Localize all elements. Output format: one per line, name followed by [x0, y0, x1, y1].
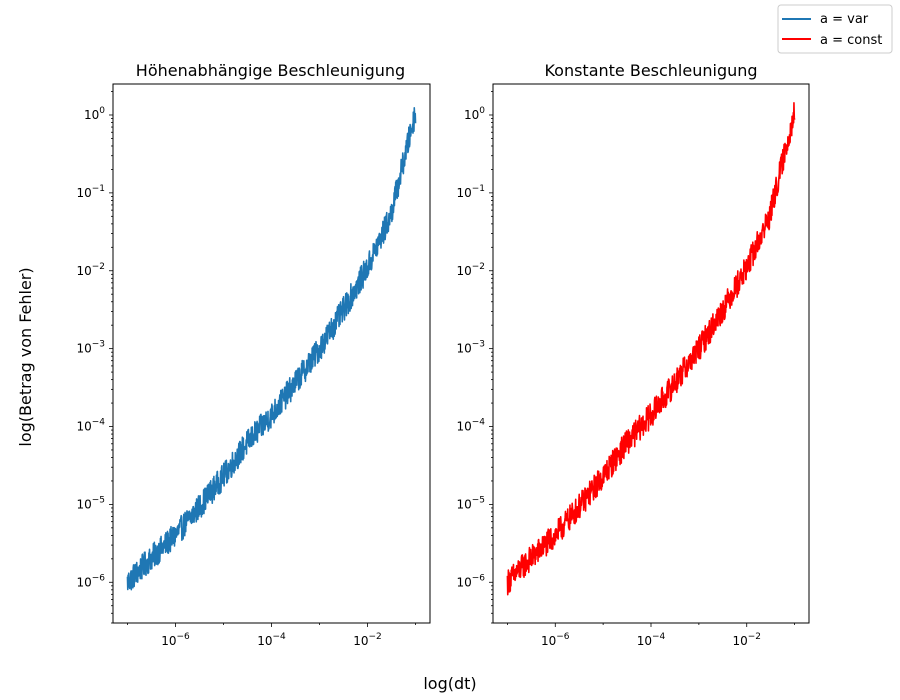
subplot-title: Konstante Beschleunigung — [544, 61, 757, 80]
series-line-a-var — [126, 106, 417, 591]
y-tick-label: 10−2 — [456, 262, 485, 278]
y-tick-label: 10−1 — [76, 184, 105, 200]
legend: a = var a = const — [777, 4, 893, 54]
y-tick-label: 100 — [464, 106, 485, 122]
x-tick-label: 10−6 — [541, 632, 570, 648]
y-tick-label: 10−4 — [456, 418, 485, 434]
subplot-title: Höhenabhängige Beschleunigung — [136, 61, 405, 80]
y-tick-label: 10−3 — [456, 340, 485, 356]
y-tick-label: 100 — [84, 106, 105, 122]
x-tick-label: 10−4 — [257, 632, 286, 648]
x-tick-label: 10−4 — [637, 632, 666, 648]
y-axis-label: log(Betrag von Fehler) — [16, 267, 35, 446]
y-tick-label: 10−2 — [76, 262, 105, 278]
x-tick-label: 10−2 — [732, 632, 761, 648]
legend-label-a-var: a = var — [820, 12, 869, 27]
series-line-a-const — [506, 102, 796, 596]
y-tick-label: 10−3 — [76, 340, 105, 356]
axes-frame — [492, 83, 810, 624]
x-axis-label: log(dt) — [423, 674, 476, 693]
y-tick-label: 10−1 — [456, 184, 485, 200]
x-tick-label: 10−2 — [353, 632, 382, 648]
y-tick-label: 10−6 — [76, 573, 105, 589]
subplot-konstant: Konstante Beschleunigung 10−6 10−4 10−2 10−… — [456, 61, 810, 648]
y-tick-label: 10−5 — [76, 495, 105, 511]
subplot-hoehenabhaengig: Höhenabhängige Beschleunigung 10−6 10−4 10… — [76, 61, 431, 648]
legend-frame — [777, 4, 893, 54]
y-tick-label: 10−6 — [456, 573, 485, 589]
legend-label-a-const: a = const — [820, 33, 882, 48]
y-tick-label: 10−4 — [76, 418, 105, 434]
x-tick-label: 10−6 — [161, 632, 190, 648]
y-tick-label: 10−5 — [456, 495, 485, 511]
